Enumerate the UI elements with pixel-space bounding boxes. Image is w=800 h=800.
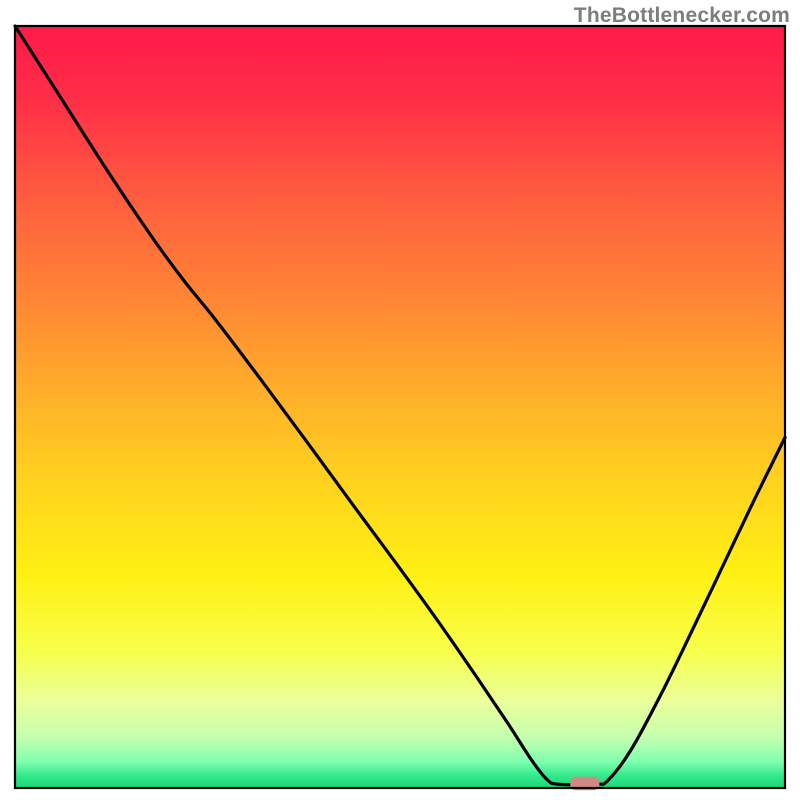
watermark-label: TheBottlenecker.com [574, 4, 790, 28]
chart-svg [0, 0, 800, 800]
chart-root: TheBottlenecker.com [0, 0, 800, 800]
gradient-background [15, 26, 785, 788]
